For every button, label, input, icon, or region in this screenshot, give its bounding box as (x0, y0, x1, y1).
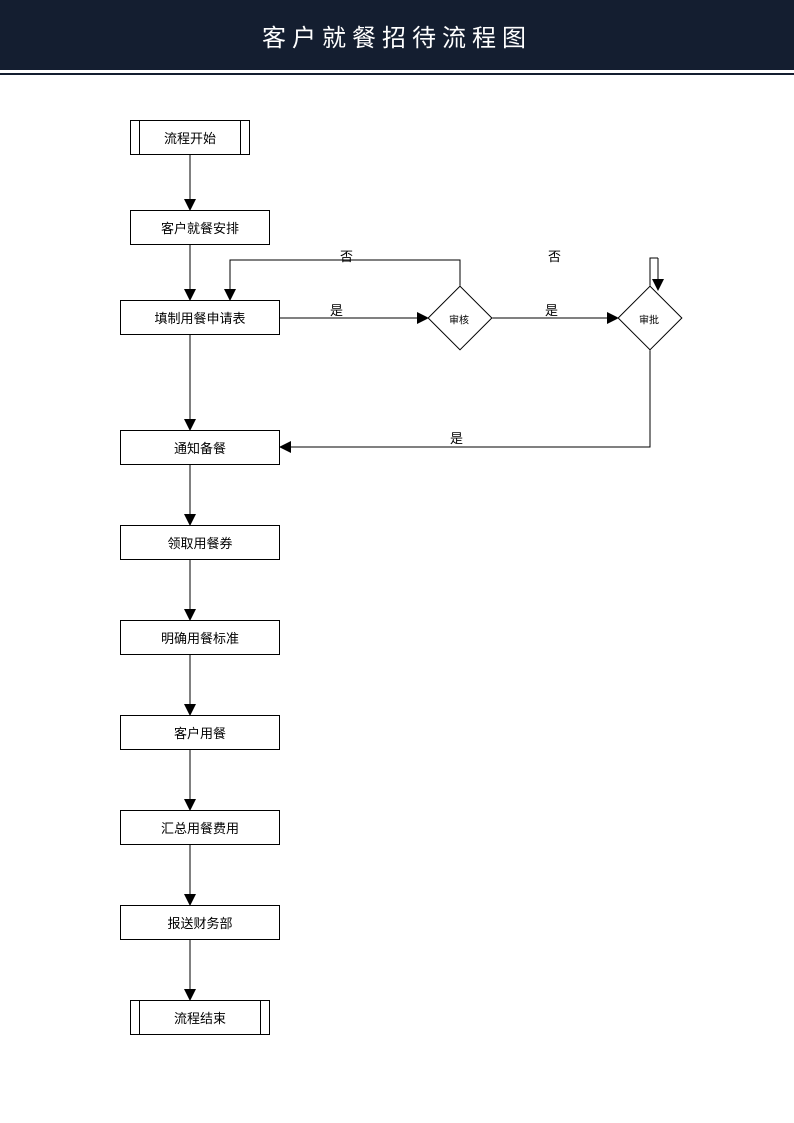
node-label: 审批 (627, 312, 671, 327)
node-label: 流程结束 (174, 1008, 226, 1027)
node-label: 领取用餐券 (167, 533, 232, 552)
process-std: 明确用餐标准 (120, 620, 280, 655)
decision-review: 审核 (427, 285, 492, 350)
flowchart-canvas: 客户就餐招待流程图 流程开始客户就餐安排填制用餐申请表 审核 审批通知备餐领取用餐券… (0, 0, 794, 1123)
header-rule (0, 73, 794, 75)
node-label: 报送财务部 (167, 913, 232, 932)
edge-layer (0, 0, 794, 1123)
node-label: 通知备餐 (174, 438, 226, 457)
node-label: 客户就餐安排 (161, 218, 239, 237)
page-header: 客户就餐招待流程图 (0, 0, 794, 70)
process-arrange: 客户就餐安排 (130, 210, 270, 245)
node-label: 明确用餐标准 (161, 628, 239, 647)
edge-label: 是 (545, 300, 558, 319)
terminator-start: 流程开始 (130, 120, 250, 155)
process-dine: 客户用餐 (120, 715, 280, 750)
node-label: 填制用餐申请表 (154, 308, 245, 327)
page-title: 客户就餐招待流程图 (262, 18, 532, 53)
process-sum: 汇总用餐费用 (120, 810, 280, 845)
node-label: 客户用餐 (174, 723, 226, 742)
edge-label: 否 (340, 246, 353, 265)
process-form: 填制用餐申请表 (120, 300, 280, 335)
node-label: 汇总用餐费用 (161, 818, 239, 837)
node-label: 审核 (437, 312, 481, 327)
edge-label: 是 (330, 300, 343, 319)
decision-approve: 审批 (617, 285, 682, 350)
process-coupon: 领取用餐券 (120, 525, 280, 560)
edge-label: 是 (450, 428, 463, 447)
terminator-end: 流程结束 (130, 1000, 270, 1035)
node-label: 流程开始 (164, 128, 216, 147)
edge-label: 否 (548, 246, 561, 265)
process-notify: 通知备餐 (120, 430, 280, 465)
process-finance: 报送财务部 (120, 905, 280, 940)
